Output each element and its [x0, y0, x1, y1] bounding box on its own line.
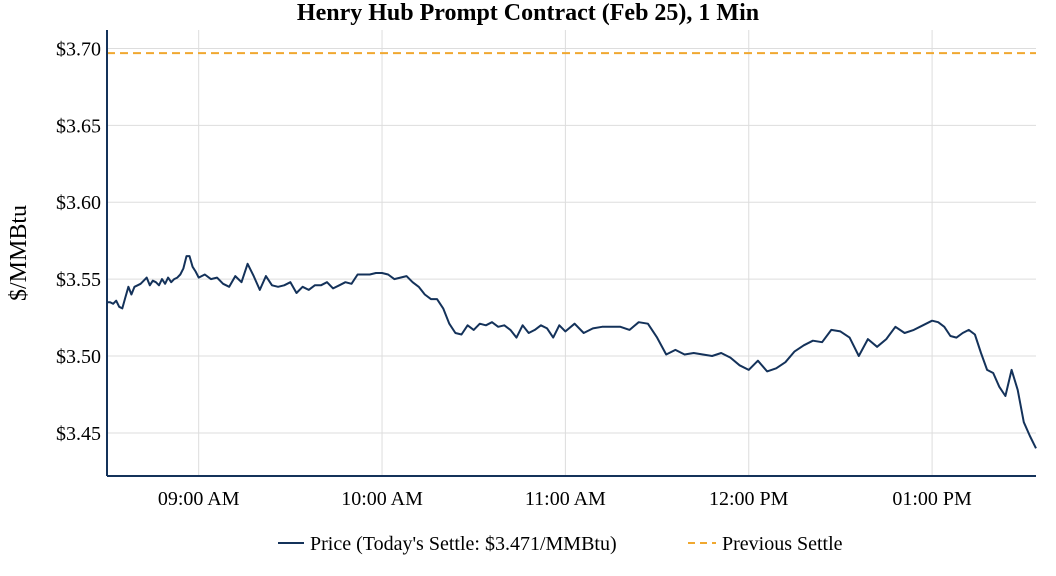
x-tick-label: 01:00 PM	[892, 488, 972, 510]
price-series-line	[107, 255, 1037, 449]
y-tick-label: $3.60	[56, 192, 101, 214]
gridlines	[107, 30, 1036, 476]
y-tick-label: $3.70	[56, 38, 101, 60]
chart-title: Henry Hub Prompt Contract (Feb 25), 1 Mi…	[297, 0, 759, 26]
legend-previous-settle-label: Previous Settle	[722, 533, 843, 555]
y-tick-label: $3.65	[56, 115, 101, 137]
legend-price-label: Price (Today's Settle: $3.471/MMBtu)	[310, 533, 617, 555]
y-axis-ticks: $3.45 $3.50 $3.55 $3.60 $3.65 $3.70	[56, 38, 101, 444]
y-tick-label: $3.45	[56, 423, 101, 445]
y-tick-label: $3.50	[56, 346, 101, 368]
x-axis-ticks: 09:00 AM 10:00 AM 11:00 AM 12:00 PM 01:00 PM	[158, 488, 972, 510]
y-axis-title: $/MMBtu	[6, 205, 32, 301]
x-tick-label: 12:00 PM	[709, 488, 789, 510]
x-tick-label: 10:00 AM	[341, 488, 423, 510]
x-tick-label: 09:00 AM	[158, 488, 240, 510]
x-tick-label: 11:00 AM	[525, 488, 606, 510]
legend[interactable]: Price (Today's Settle: $3.471/MMBtu) Pre…	[278, 533, 843, 555]
y-tick-label: $3.55	[56, 269, 101, 291]
